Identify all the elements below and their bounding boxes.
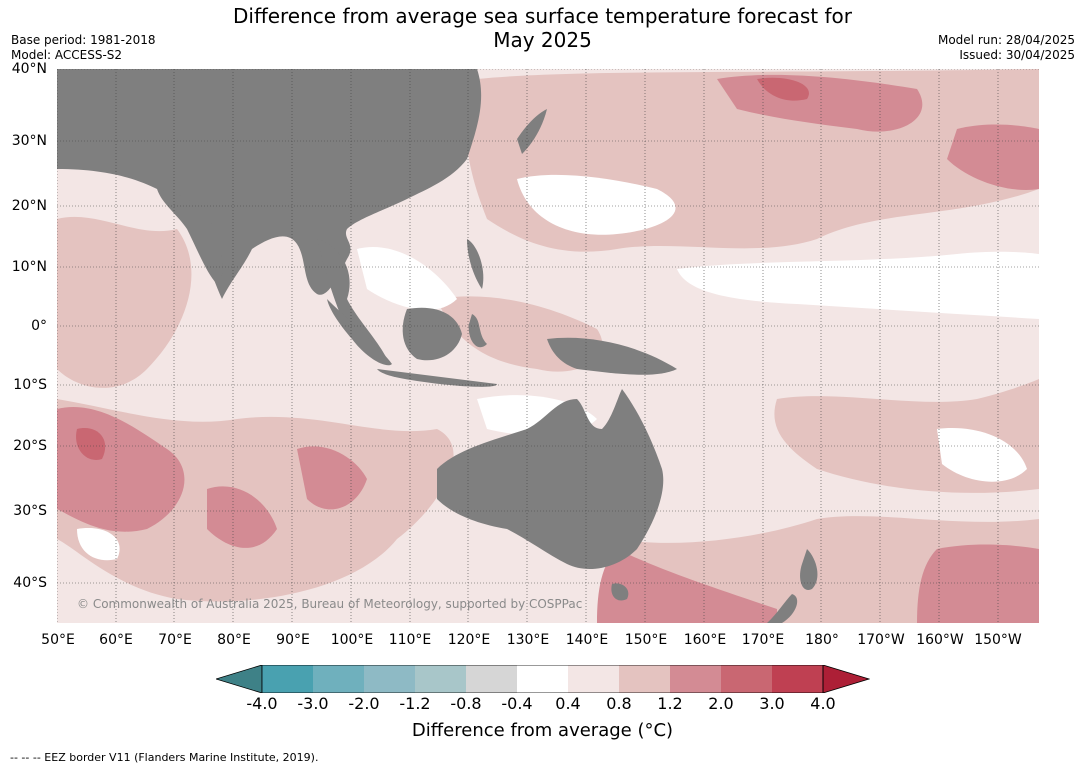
lon-label-160e: 160°E xyxy=(683,632,727,648)
lat-label-20n: 20°N xyxy=(11,198,47,214)
colorbar-outline xyxy=(261,665,824,693)
lon-label-170e: 170°E xyxy=(741,632,785,648)
lat-label-0: 0° xyxy=(31,318,47,334)
title-line-2: May 2025 xyxy=(493,28,592,52)
model-name: Model: ACCESS-S2 xyxy=(11,48,123,62)
colorbar-bin-3 xyxy=(364,665,415,693)
map-title: Difference from average sea surface temp… xyxy=(0,4,1085,52)
colorbar-tick: 0.8 xyxy=(606,694,632,713)
colorbar-bin-6 xyxy=(517,665,568,693)
map-canvas xyxy=(57,69,1039,623)
colorbar-bin-9 xyxy=(670,665,721,693)
base-period: Base period: 1981-2018 xyxy=(11,33,156,47)
lon-label-140e: 140°E xyxy=(565,632,609,648)
colorbar-tick: -0.4 xyxy=(501,694,533,713)
lat-label-10n: 10°N xyxy=(11,259,47,275)
colorbar-min-arrow xyxy=(216,665,263,693)
colorbar-tick: 2.0 xyxy=(708,694,734,713)
lat-label-40s: 40°S xyxy=(13,575,47,591)
colorbar-bin-1 xyxy=(262,665,313,693)
lon-label-70e: 70°E xyxy=(158,632,192,648)
colorbar-bin-5 xyxy=(466,665,517,693)
anomaly-near-zero xyxy=(77,174,1039,561)
title-line-1: Difference from average sea surface temp… xyxy=(232,4,852,28)
colorbar-tick: -1.2 xyxy=(399,694,431,713)
colorbar-tick: -3.0 xyxy=(297,694,329,713)
colorbar-bin-7 xyxy=(568,665,619,693)
model-run: Model run: 28/04/2025 xyxy=(937,33,1075,47)
lon-label-80e: 80°E xyxy=(217,632,251,648)
lon-label-150w: 150°W xyxy=(974,632,1022,648)
colorbar-tick: 4.0 xyxy=(810,694,836,713)
lon-label-60e: 60°E xyxy=(99,632,133,648)
lat-label-20s: 20°S xyxy=(13,438,47,454)
colorbar xyxy=(216,665,870,693)
lon-label-180: 180° xyxy=(805,632,839,648)
colorbar-tick: 3.0 xyxy=(759,694,785,713)
colorbar-bin-2 xyxy=(313,665,364,693)
colorbar-bin-8 xyxy=(619,665,670,693)
sst-anomaly-map xyxy=(57,69,1039,623)
lon-label-120e: 120°E xyxy=(447,632,491,648)
colorbar-bin-4 xyxy=(415,665,466,693)
lon-label-50e: 50°E xyxy=(41,632,75,648)
colorbar-tick: -2.0 xyxy=(348,694,380,713)
colorbar-max-arrow xyxy=(822,665,870,693)
lon-label-170w: 170°W xyxy=(857,632,905,648)
colorbar-label: Difference from average (°C) xyxy=(411,720,674,741)
issued-date: Issued: 30/04/2025 xyxy=(959,48,1075,62)
colorbar-bin-11 xyxy=(772,665,823,693)
lat-label-30s: 30°S xyxy=(13,503,47,519)
lon-label-150e: 150°E xyxy=(624,632,668,648)
lon-label-110e: 110°E xyxy=(388,632,432,648)
footer-note: -- -- -- EEZ border V11 (Flanders Marine… xyxy=(10,751,319,764)
colorbar-tick: 0.4 xyxy=(555,694,581,713)
lon-label-160w: 160°W xyxy=(916,632,964,648)
anomaly-2.0-3.0 xyxy=(76,77,809,460)
colorbar-tick: -0.8 xyxy=(450,694,482,713)
meta-right: Model run: 28/04/2025 Issued: 30/04/2025 xyxy=(938,33,1075,63)
copyright-notice: © Commonwealth of Australia 2025, Bureau… xyxy=(77,597,583,611)
lon-label-100e: 100°E xyxy=(330,632,374,648)
lon-label-130e: 130°E xyxy=(506,632,550,648)
lon-label-90e: 90°E xyxy=(276,632,310,648)
graticule xyxy=(57,69,1039,623)
lat-label-10s: 10°S xyxy=(13,377,47,393)
lat-label-30n: 30°N xyxy=(11,133,47,149)
land xyxy=(57,69,818,623)
meta-left: Base period: 1981-2018 Model: ACCESS-S2 xyxy=(11,33,156,63)
colorbar-bin-10 xyxy=(721,665,772,693)
lat-label-40n: 40°N xyxy=(11,61,47,77)
colorbar-tick: -4.0 xyxy=(246,694,278,713)
colorbar-tick: 1.2 xyxy=(657,694,683,713)
